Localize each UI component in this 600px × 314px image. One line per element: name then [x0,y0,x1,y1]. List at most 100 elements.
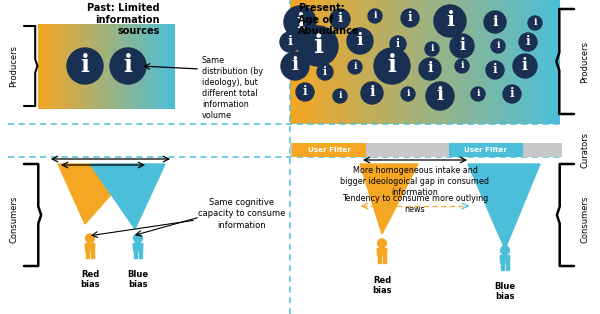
Text: i: i [388,53,397,78]
Polygon shape [86,251,89,258]
Text: Same cognitive
capacity to consume
information: Same cognitive capacity to consume infor… [198,198,286,230]
Circle shape [419,58,441,80]
Text: i: i [437,86,443,105]
Circle shape [330,9,350,29]
Text: i: i [369,85,375,100]
Circle shape [401,9,419,27]
Circle shape [450,34,474,58]
Text: i: i [80,53,89,78]
FancyBboxPatch shape [449,143,523,157]
Text: i: i [427,62,433,75]
Circle shape [280,32,300,52]
Text: i: i [296,12,304,31]
Circle shape [455,59,469,73]
Text: i: i [446,10,454,30]
Circle shape [425,42,439,56]
Circle shape [317,64,333,80]
Text: i: i [357,32,363,49]
Circle shape [67,48,103,84]
Circle shape [374,48,410,84]
Circle shape [86,234,94,243]
Text: Past: Limited
information
sources: Past: Limited information sources [88,3,160,36]
Text: Blue
bias: Blue bias [494,282,515,301]
Polygon shape [58,164,138,224]
Text: i: i [406,89,410,98]
Text: Producers: Producers [581,41,589,83]
Circle shape [390,36,406,52]
Circle shape [281,52,309,80]
Text: i: i [373,11,377,20]
Text: i: i [460,61,464,70]
Circle shape [368,9,382,23]
Circle shape [434,5,466,37]
Text: i: i [353,62,357,71]
Circle shape [333,89,347,103]
Circle shape [471,87,485,101]
Circle shape [426,82,454,110]
Text: i: i [476,89,480,98]
Text: i: i [496,41,500,50]
Polygon shape [377,249,387,256]
Circle shape [134,234,142,243]
Text: i: i [302,85,307,98]
Text: Blue
bias: Blue bias [127,270,149,290]
Circle shape [298,26,338,66]
Bar [290,143,562,157]
Circle shape [296,83,314,101]
Polygon shape [134,251,137,258]
Polygon shape [85,244,95,251]
FancyBboxPatch shape [292,143,366,157]
Text: More homogeneous intake and
bigger ideologoical gap in consumed
information: More homogeneous intake and bigger ideol… [341,166,490,197]
Polygon shape [468,164,540,249]
Text: i: i [323,66,327,77]
Text: i: i [407,11,412,24]
Text: i: i [292,57,299,74]
Text: i: i [509,87,514,100]
Polygon shape [91,251,94,258]
Text: i: i [313,33,323,58]
Text: i: i [430,44,434,53]
Text: i: i [533,18,537,27]
Text: User Filter: User Filter [464,147,508,153]
Polygon shape [383,256,386,263]
Text: i: i [493,63,497,76]
Circle shape [503,85,521,103]
Circle shape [401,87,415,101]
Circle shape [491,39,505,53]
Text: Consumers: Consumers [10,195,19,243]
Polygon shape [90,164,165,229]
Circle shape [500,246,509,255]
Circle shape [110,48,146,84]
Text: i: i [492,14,498,29]
Text: Red
bias: Red bias [80,270,100,290]
Circle shape [347,28,373,54]
Circle shape [348,60,362,74]
Polygon shape [500,256,510,263]
Circle shape [519,33,537,51]
Text: i: i [459,37,465,54]
Polygon shape [139,251,142,258]
Text: i: i [124,53,133,78]
Circle shape [486,61,504,79]
Polygon shape [506,263,509,270]
Text: i: i [287,35,293,48]
Circle shape [284,6,316,38]
Text: User Filter: User Filter [308,147,350,153]
Text: i: i [526,35,530,48]
Circle shape [528,16,542,30]
Circle shape [361,82,383,104]
Text: Producers: Producers [10,45,19,87]
Text: i: i [396,38,400,49]
Polygon shape [500,263,505,270]
Text: Tendency to consume more outlying
news: Tendency to consume more outlying news [342,194,488,214]
Polygon shape [360,164,418,234]
Text: Curators: Curators [581,132,589,168]
Text: i: i [338,91,342,100]
Text: Same
distribution (by
ideology), but
different total
information
volume: Same distribution (by ideology), but dif… [202,56,263,121]
Circle shape [484,11,506,33]
Text: Consumers: Consumers [581,195,589,243]
Text: Present:
Age of
Abundance: Present: Age of Abundance [298,3,359,36]
Text: i: i [522,57,528,74]
Circle shape [513,54,537,78]
Text: i: i [337,12,343,25]
